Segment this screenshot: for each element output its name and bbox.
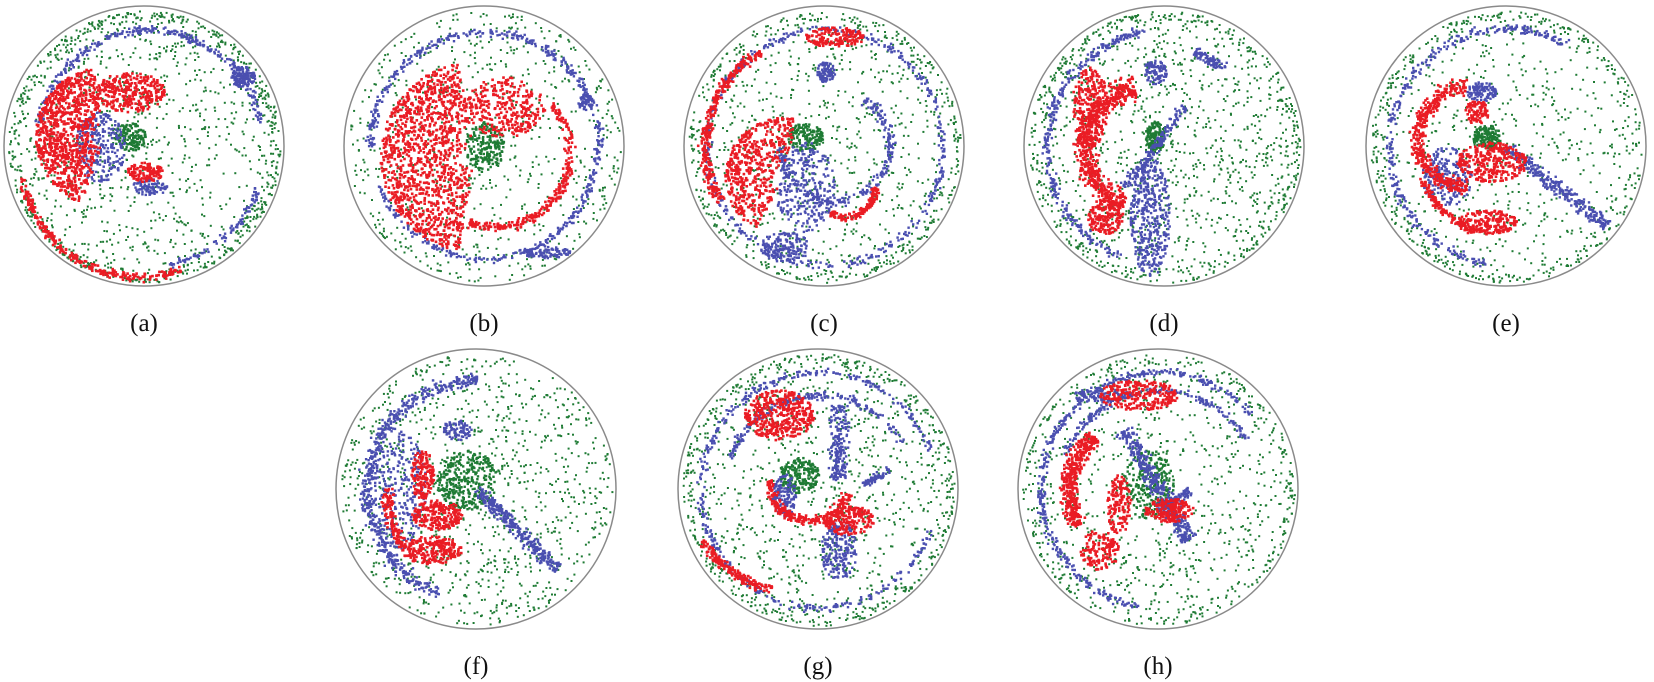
panel-c: (c) bbox=[684, 6, 964, 337]
panel-e: (e) bbox=[1366, 6, 1646, 337]
panel-label: (c) bbox=[810, 310, 838, 337]
panel-h: (h) bbox=[1018, 349, 1298, 680]
panel-label: (f) bbox=[464, 653, 489, 680]
panel-d: (d) bbox=[1024, 6, 1304, 337]
panel-label: (b) bbox=[469, 310, 498, 337]
panel-f: (f) bbox=[336, 349, 616, 680]
panel-label: (e) bbox=[1492, 310, 1520, 337]
panel-label: (d) bbox=[1149, 310, 1178, 337]
disc-outline bbox=[684, 6, 964, 286]
panel-label: (a) bbox=[130, 310, 158, 337]
panel-label: (h) bbox=[1143, 653, 1172, 680]
panel-g: (g) bbox=[678, 349, 958, 680]
disc-outline bbox=[336, 349, 616, 629]
panel-b: (b) bbox=[344, 6, 624, 337]
panel-label: (g) bbox=[803, 653, 832, 680]
disc-outline bbox=[678, 349, 958, 629]
panel-a: (a) bbox=[4, 6, 284, 337]
